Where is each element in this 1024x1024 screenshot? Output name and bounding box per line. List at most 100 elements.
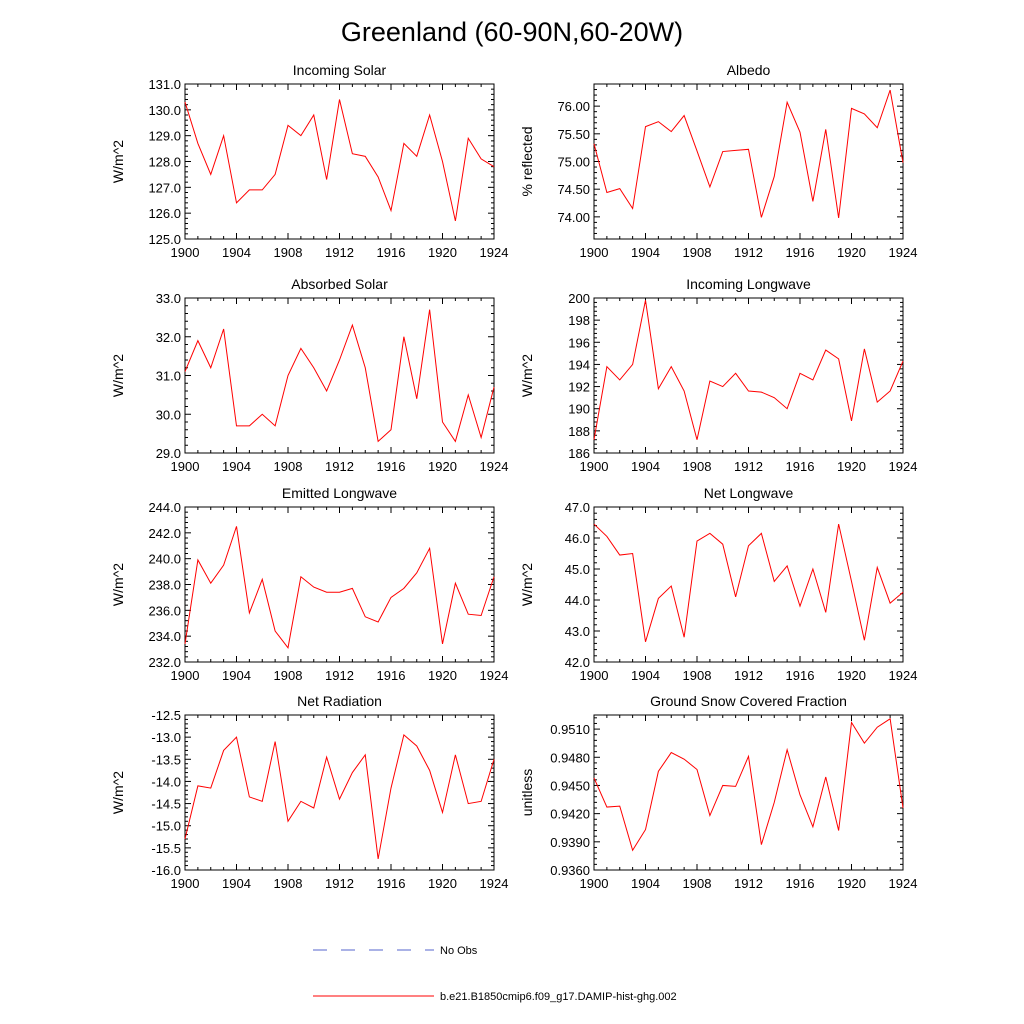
y-axis-label: W/m^2 xyxy=(519,563,535,606)
series-line xyxy=(593,300,904,440)
y-axis-label: W/m^2 xyxy=(110,563,126,606)
panel-net-radiation: 1900 1904 1908 1912 1916 1920 1924 -16.0 -15.5 -1… xyxy=(110,693,508,891)
y-tick-label: 200 xyxy=(568,291,590,306)
x-tick-label: 1916 xyxy=(786,459,815,474)
x-tick-label: 1920 xyxy=(837,459,866,474)
panel-absorbed-solar: 1900 1904 1908 1912 1916 1920 1924 29.0 30.0 31.0… xyxy=(110,276,508,474)
y-tick-label: 0.9420 xyxy=(550,807,590,822)
y-tick-label: 33.0 xyxy=(156,291,181,306)
x-tick-label: 1912 xyxy=(734,876,763,891)
x-tick-label: 1908 xyxy=(683,876,712,891)
y-tick-label: 127.0 xyxy=(148,180,181,195)
x-tick-label: 1924 xyxy=(480,459,509,474)
panel-title: Absorbed Solar xyxy=(291,276,388,292)
x-tick-label: 1920 xyxy=(837,876,866,891)
series-line xyxy=(184,526,495,649)
legend-label: b.e21.B1850cmip6.f09_g17.DAMIP-hist-ghg.… xyxy=(440,991,677,1003)
x-tick-label: 1920 xyxy=(428,459,457,474)
y-axis-label: W/m^2 xyxy=(110,771,126,814)
x-tick-label: 1900 xyxy=(580,876,609,891)
y-tick-label: 126.0 xyxy=(148,206,181,221)
panel-title: Incoming Longwave xyxy=(686,276,811,292)
series-line xyxy=(184,99,495,222)
x-tick-label: 1900 xyxy=(171,245,200,260)
y-tick-label: 196 xyxy=(568,335,590,350)
y-tick-label: 244.0 xyxy=(148,500,181,515)
x-tick-label: 1920 xyxy=(428,245,457,260)
x-tick-label: 1900 xyxy=(171,668,200,683)
y-axis-label: W/m^2 xyxy=(110,354,126,397)
legend-entry: No Obs xyxy=(313,945,478,957)
y-tick-label: -12.5 xyxy=(151,708,181,723)
y-tick-label: 45.0 xyxy=(565,562,590,577)
x-tick-label: 1912 xyxy=(325,876,354,891)
y-tick-label: 198 xyxy=(568,313,590,328)
x-tick-label: 1908 xyxy=(274,245,303,260)
legend-entry: b.e21.B1850cmip6.f09_g17.DAMIP-hist-ghg.… xyxy=(313,991,677,1003)
y-tick-label: 32.0 xyxy=(156,330,181,345)
y-tick-label: 192 xyxy=(568,380,590,395)
y-tick-label: -15.0 xyxy=(151,819,181,834)
x-tick-label: 1924 xyxy=(480,245,509,260)
panel-title: Ground Snow Covered Fraction xyxy=(650,693,847,709)
series-line xyxy=(184,734,495,860)
x-tick-label: 1904 xyxy=(222,245,251,260)
figure-title: Greenland (60-90N,60-20W) xyxy=(341,17,683,47)
legend: No Obs b.e21.B1850cmip6.f09_g17.DAMIP-his… xyxy=(313,945,677,1003)
y-tick-label: 0.9510 xyxy=(550,722,590,737)
x-tick-label: 1916 xyxy=(786,668,815,683)
x-tick-label: 1924 xyxy=(889,245,918,260)
x-tick-label: 1924 xyxy=(889,668,918,683)
panel-title: Net Radiation xyxy=(297,693,382,709)
x-tick-label: 1904 xyxy=(222,668,251,683)
y-tick-label: -13.0 xyxy=(151,730,181,745)
y-tick-label: 238.0 xyxy=(148,578,181,593)
y-tick-label: 0.9390 xyxy=(550,835,590,850)
x-tick-label: 1916 xyxy=(377,245,406,260)
panel-grid: 1900 1904 1908 1912 1916 1920 1924 125.0 126.0 12… xyxy=(110,62,917,891)
x-tick-label: 1908 xyxy=(274,459,303,474)
y-tick-label: 188 xyxy=(568,424,590,439)
x-tick-label: 1920 xyxy=(428,876,457,891)
x-tick-label: 1904 xyxy=(631,245,660,260)
x-tick-label: 1924 xyxy=(480,668,509,683)
panel-title: Incoming Solar xyxy=(293,62,387,78)
y-tick-label: 240.0 xyxy=(148,552,181,567)
x-tick-label: 1920 xyxy=(837,668,866,683)
y-tick-label: -14.5 xyxy=(151,797,181,812)
x-tick-label: 1916 xyxy=(377,459,406,474)
x-tick-label: 1908 xyxy=(683,668,712,683)
panel-ground-snow-covered-fraction: 1900 1904 1908 1912 1916 1920 1924 0.9360 0.9390… xyxy=(519,693,917,891)
y-tick-label: 232.0 xyxy=(148,655,181,670)
panel-albedo: 1900 1904 1908 1912 1916 1920 1924 74.00 74.50 75… xyxy=(519,62,917,260)
x-tick-label: 1912 xyxy=(734,459,763,474)
y-tick-label: 190 xyxy=(568,402,590,417)
x-tick-label: 1924 xyxy=(889,459,918,474)
y-tick-label: 30.0 xyxy=(156,407,181,422)
x-tick-label: 1904 xyxy=(222,876,251,891)
y-axis-label: % reflected xyxy=(519,126,535,196)
x-tick-label: 1916 xyxy=(786,876,815,891)
x-tick-label: 1916 xyxy=(786,245,815,260)
x-tick-label: 1924 xyxy=(889,876,918,891)
x-tick-label: 1904 xyxy=(631,459,660,474)
y-tick-label: 76.00 xyxy=(557,99,590,114)
panel-emitted-longwave: 1900 1904 1908 1912 1916 1920 1924 232.0 234.0 23… xyxy=(110,485,508,683)
x-tick-label: 1904 xyxy=(631,668,660,683)
x-tick-label: 1920 xyxy=(837,245,866,260)
x-tick-label: 1908 xyxy=(683,459,712,474)
y-tick-label: -16.0 xyxy=(151,863,181,878)
y-axis-label: W/m^2 xyxy=(519,354,535,397)
y-tick-label: 75.00 xyxy=(557,155,590,170)
panel-incoming-solar: 1900 1904 1908 1912 1916 1920 1924 125.0 126.0 12… xyxy=(110,62,508,260)
y-tick-label: 43.0 xyxy=(565,624,590,639)
y-axis-label: W/m^2 xyxy=(110,140,126,183)
y-tick-label: 129.0 xyxy=(148,129,181,144)
x-tick-label: 1900 xyxy=(580,459,609,474)
x-tick-label: 1912 xyxy=(325,668,354,683)
y-tick-label: 242.0 xyxy=(148,526,181,541)
y-tick-label: -13.5 xyxy=(151,752,181,767)
series-line xyxy=(593,523,904,642)
